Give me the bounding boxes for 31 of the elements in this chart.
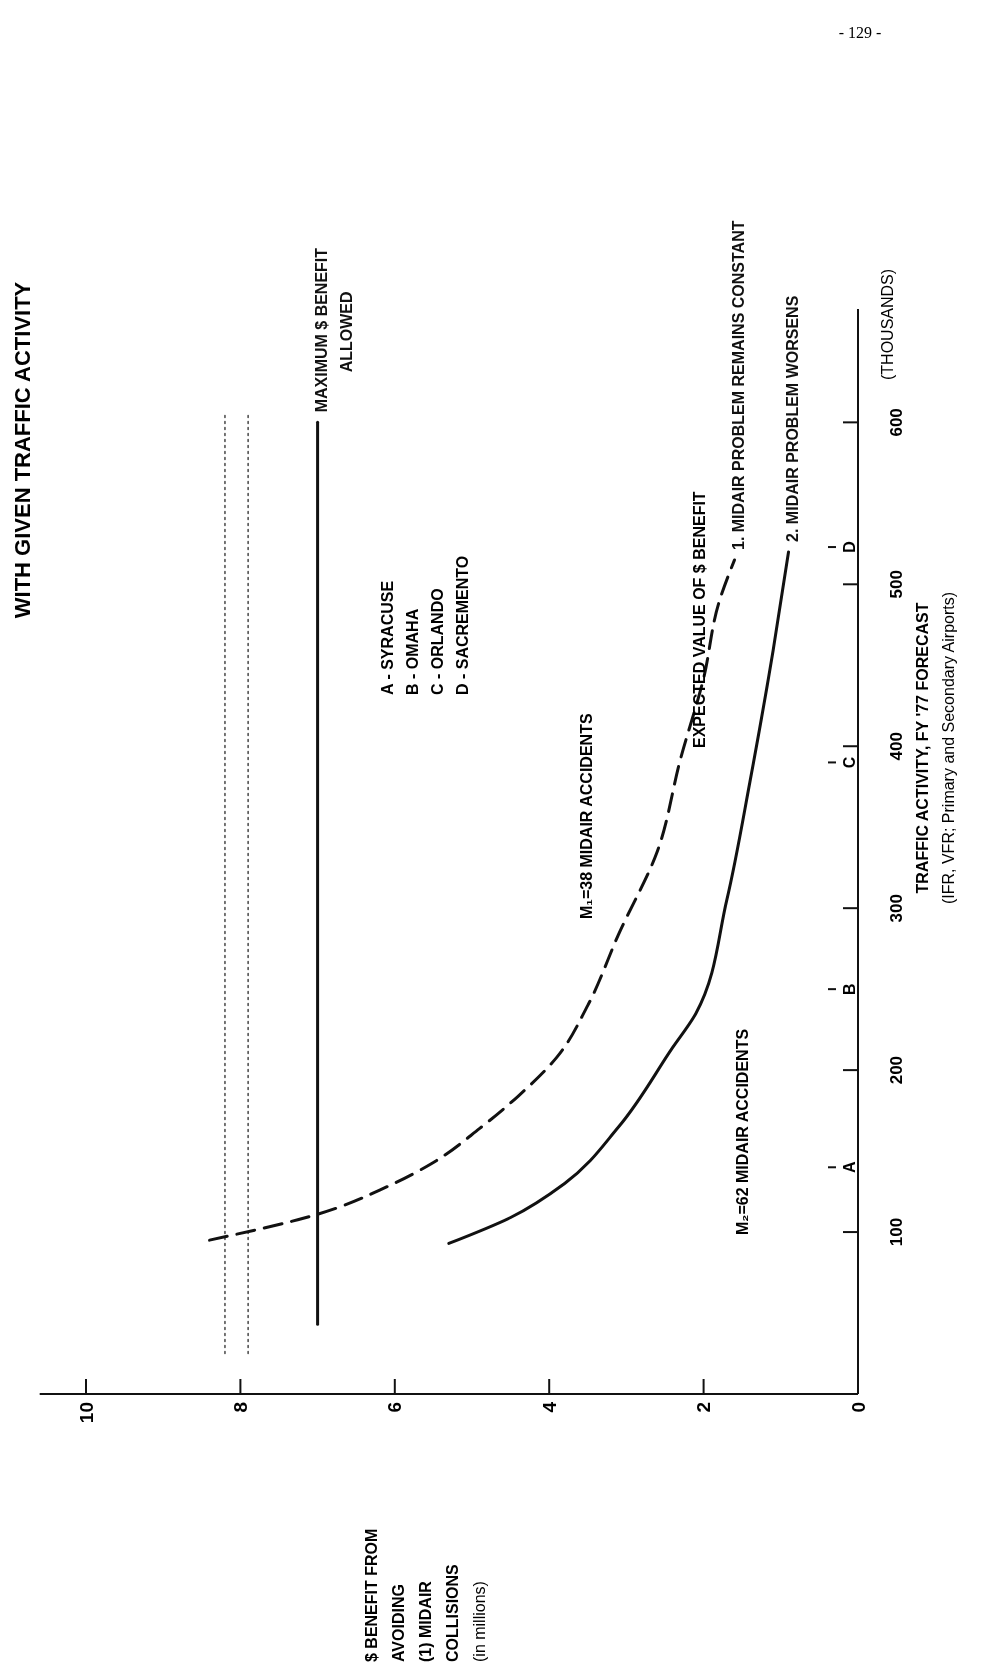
annotation: C - ORLANDO	[429, 588, 446, 695]
text: WITH GIVEN TRAFFIC ACTIVITY	[10, 281, 35, 619]
text: 2. MIDAIR PROBLEM WORSENS	[784, 295, 802, 542]
annotation: A - SYRACUSE	[379, 580, 396, 695]
y-tick-label: 600	[886, 408, 906, 437]
text: 1. MIDAIR PROBLEM REMAINS CONSTANT	[729, 220, 747, 551]
y-axis-title: TRAFFIC ACTIVITY, FY '77 FORECAST (IFR, VFR; Primary and Secondary Airports)	[914, 591, 957, 905]
y-tick-label: 300	[886, 893, 906, 923]
ref-line-label: C	[841, 756, 858, 769]
annotation: EXPECTED VALUE OF $ BENEFIT	[691, 491, 708, 748]
annotation: M₂=62 MIDAIR ACCIDENTS	[734, 1028, 751, 1235]
text: MAXIMUM $ BENEFIT ALLOWED	[313, 247, 356, 413]
x-tick-label: 8	[229, 1402, 251, 1413]
text: $ BENEFIT FROM AVOIDING (1) MIDAIR COLLISIONS (in millions)	[363, 1528, 488, 1662]
text: - 129 -	[838, 24, 882, 41]
x-tick-label: 2	[693, 1402, 715, 1413]
annotation: B - OMAHA	[404, 608, 421, 695]
ref-line-label: D	[841, 541, 858, 553]
ref-line-label: A	[841, 1161, 858, 1174]
y-tick-label: 100	[886, 1217, 906, 1247]
text: (THOUSANDS)	[879, 268, 896, 380]
y-tick-label: 400	[886, 732, 906, 761]
x-tick-label: 4	[538, 1401, 560, 1413]
y-tick-label: 200	[886, 1055, 906, 1085]
annotation: M₁=38 MIDAIR ACCIDENTS	[578, 713, 595, 919]
y-tick-label: 500	[886, 570, 906, 599]
x-tick-label: 10	[75, 1402, 97, 1424]
annotation: D - SACREMENTO	[454, 555, 471, 695]
x-tick-label: 0	[847, 1402, 869, 1413]
ref-line-label: B	[841, 983, 858, 995]
x-tick-label: 6	[384, 1402, 406, 1413]
